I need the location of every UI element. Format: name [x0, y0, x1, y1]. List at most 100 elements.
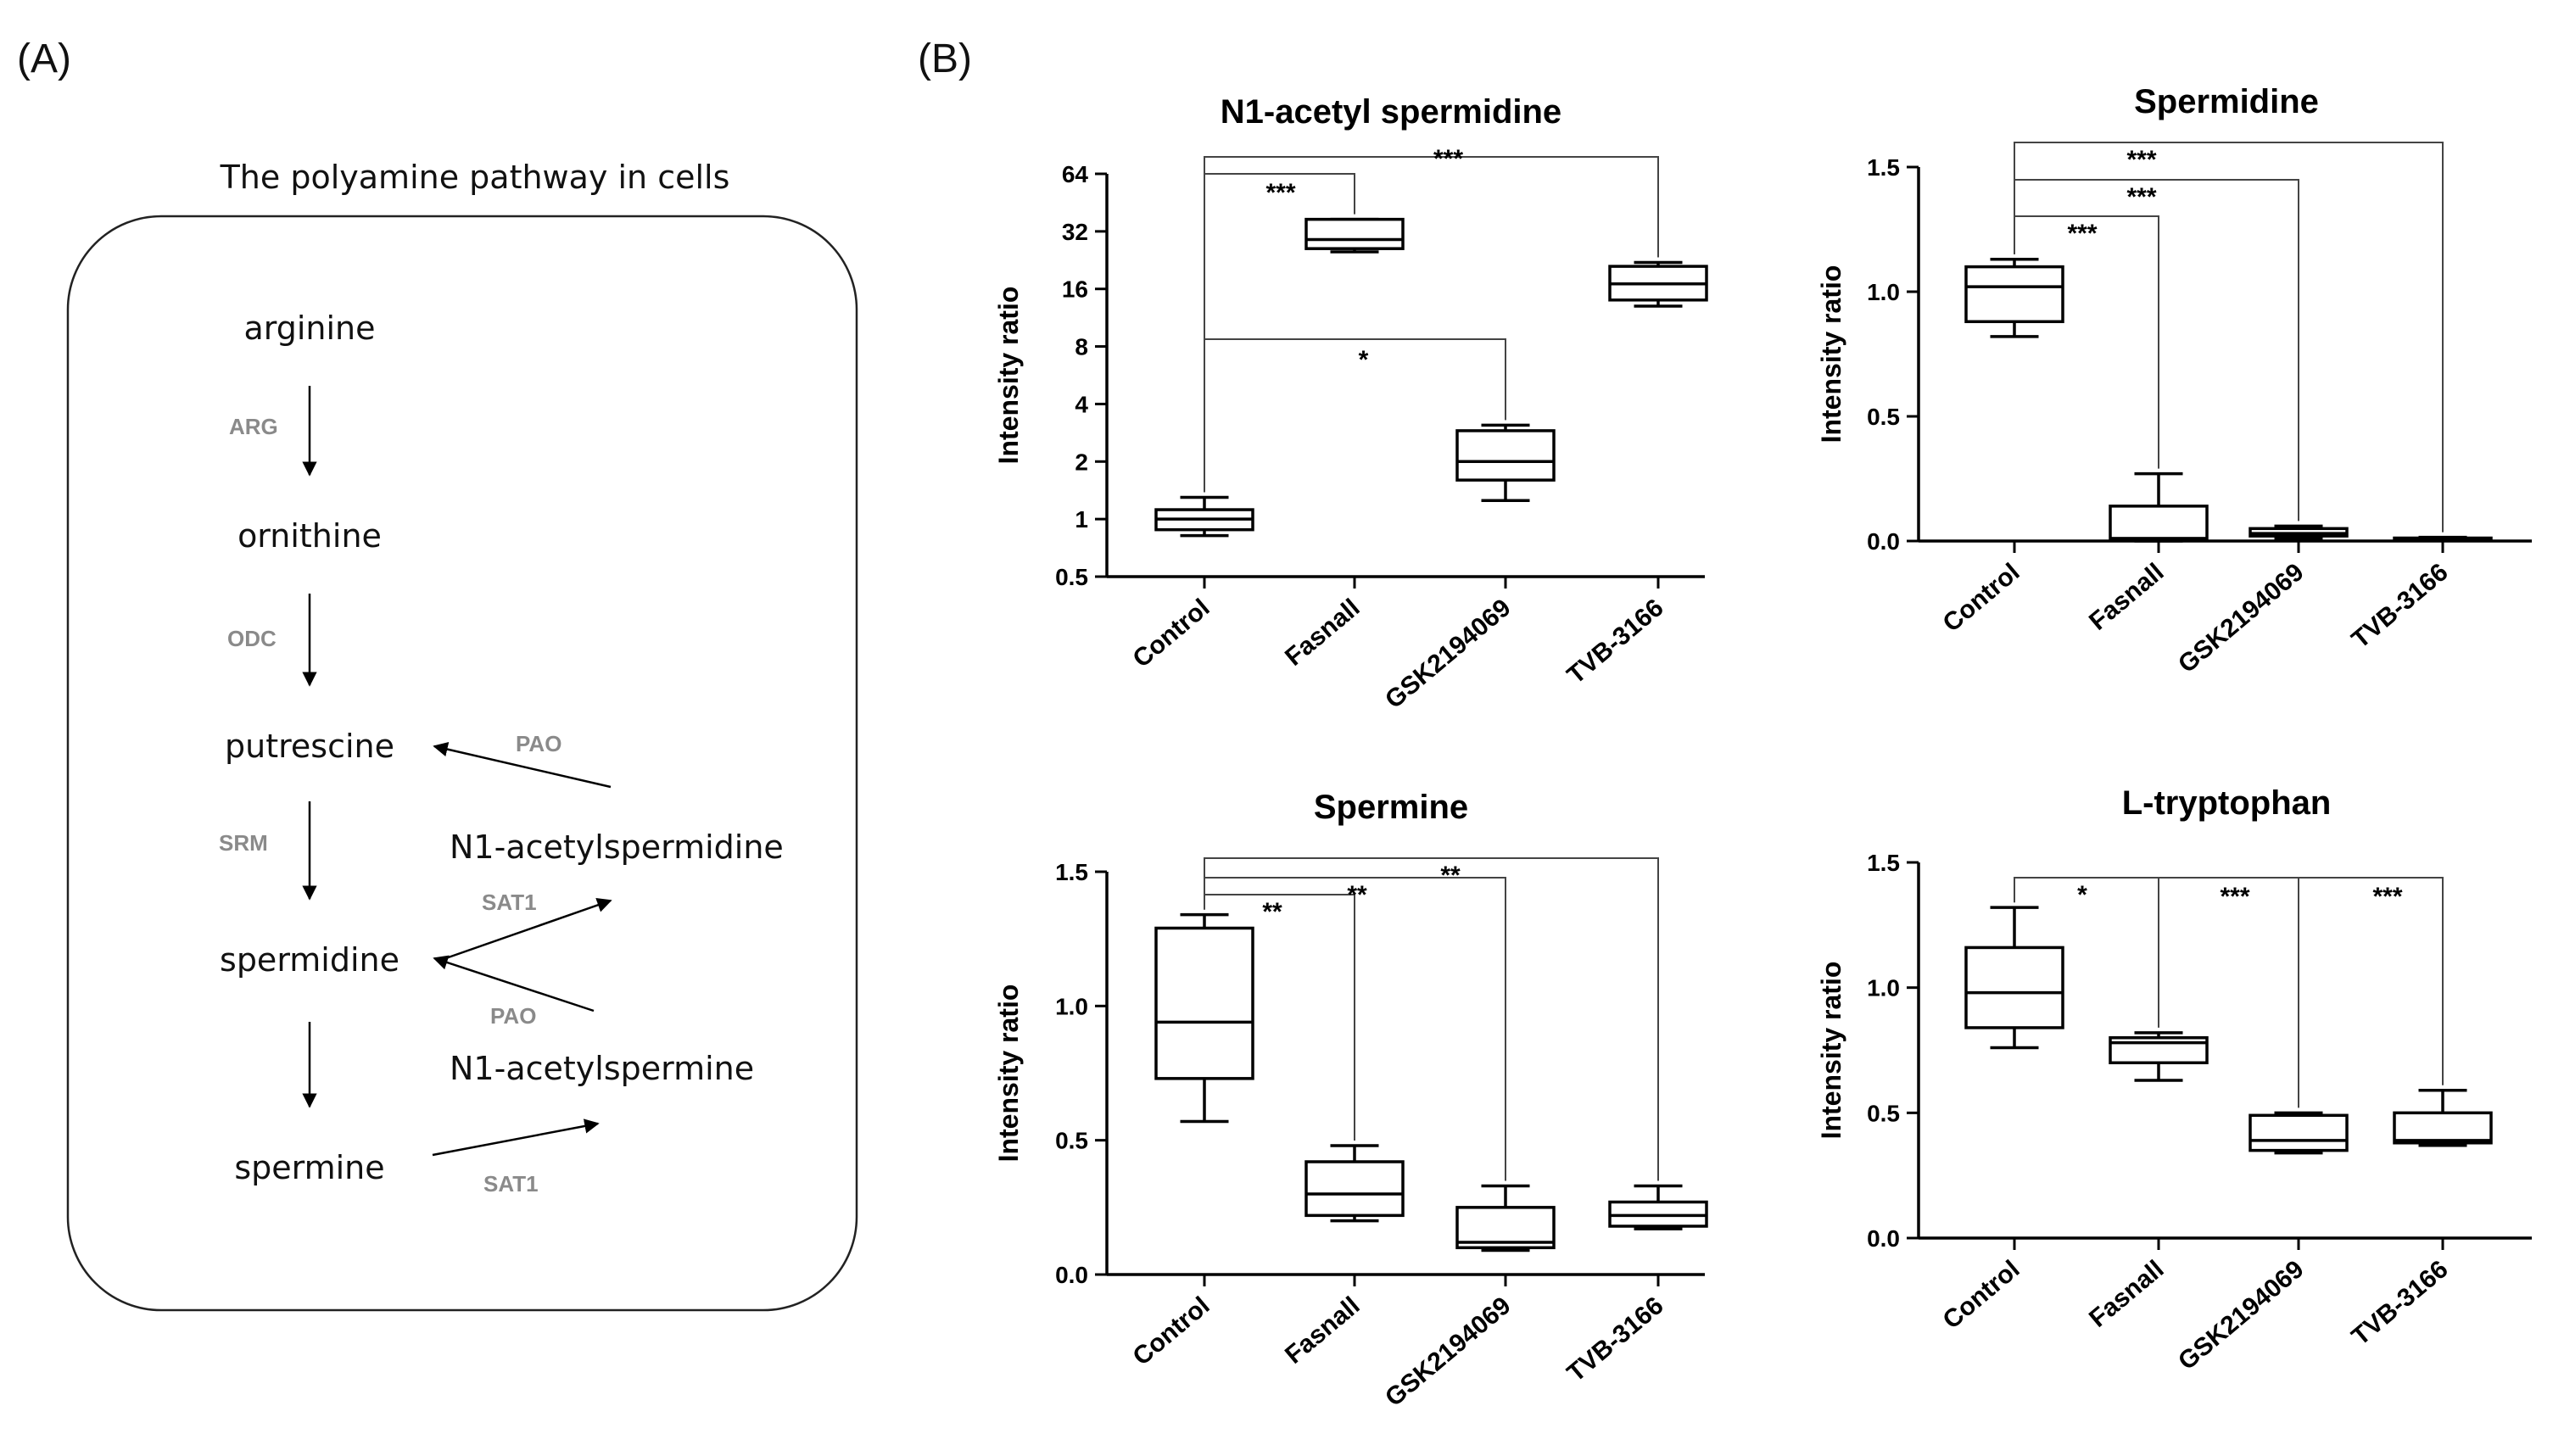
box-tvb-3166: [1608, 260, 1708, 308]
y-tick-label: 0.5: [1867, 404, 1900, 430]
enzyme-srm: SRM: [219, 830, 268, 856]
x-tick-label-control: Control: [1938, 558, 2025, 638]
significance-label: ***: [2126, 183, 2156, 211]
chart-title: Spermine: [1314, 789, 1468, 826]
significance-bracket: [1204, 857, 1659, 1181]
box-fasnall: [1304, 217, 1405, 254]
y-tick-label: 32: [1062, 219, 1088, 245]
x-tick-label-gsk2194069: GSK2194069: [1380, 594, 1516, 714]
box-fasnall: [1304, 1144, 1405, 1223]
y-axis-label: Intensity ratio: [1816, 962, 1846, 1140]
x-tick-label-tvb-3166: TVB-3166: [1562, 1291, 1669, 1387]
chart-spermidine: Spermidine Intensity ratio 0.0 0.5 1.0 1.5 Con…: [1816, 83, 2532, 678]
x-tick-label-control: Control: [1128, 1291, 1215, 1371]
y-tick-label: 2: [1075, 449, 1088, 475]
significance-gsk2194069: *: [1204, 338, 1506, 493]
x-tick-label-fasnall: Fasnall: [1280, 1291, 1365, 1370]
significance-fasnall: ***: [2014, 215, 2159, 469]
x-tick-label-fasnall: Fasnall: [1280, 594, 1365, 672]
x-tick-label-tvb-3166: TVB-3166: [2347, 558, 2454, 654]
node-n1-acetylspermine: N1-acetylspermine: [450, 1050, 754, 1087]
significance-bracket: [2014, 142, 2444, 533]
significance-label: **: [1440, 862, 1461, 890]
y-tick-label: 16: [1062, 276, 1088, 303]
node-putrescine: putrescine: [225, 728, 394, 765]
significance-label: *: [1359, 346, 1369, 374]
box-iqr: [1964, 265, 2064, 324]
box-gsk2194069: [1455, 1184, 1556, 1252]
node-arginine: arginine: [243, 310, 375, 347]
significance-label: ***: [2372, 883, 2402, 911]
y-tick-label: 64: [1062, 161, 1089, 187]
y-tick-label: 0.0: [1055, 1262, 1088, 1288]
node-n1-acetylspermidine: N1-acetylspermidine: [450, 828, 784, 866]
node-ornithine: ornithine: [237, 517, 382, 555]
arrow-pao-to-spermidine: [433, 955, 595, 1013]
chart-title: Spermidine: [2134, 83, 2319, 120]
x-tick-label-tvb-3166: TVB-3166: [2347, 1255, 2454, 1351]
box-iqr: [2109, 505, 2209, 540]
enzyme-sat1-mid: SAT1: [482, 890, 537, 915]
y-tick-label: 1.0: [1867, 279, 1900, 305]
x-tick-label-fasnall: Fasnall: [2084, 558, 2169, 636]
box-fasnall: [2109, 1031, 2209, 1082]
significance-bracket: [1204, 156, 1659, 493]
y-tick-label: 0.0: [1867, 528, 1900, 555]
significance-label: ***: [1433, 145, 1463, 173]
x-tick-label-control: Control: [1938, 1255, 2025, 1335]
panel-a: (A) The polyamine pathway in cells argin…: [17, 36, 858, 1312]
y-tick-label: 4: [1075, 391, 1088, 417]
box-iqr: [2249, 1113, 2349, 1152]
box-iqr: [1304, 1160, 1405, 1218]
arrow-pao-to-putrescine: [433, 742, 612, 789]
y-tick-label: 8: [1075, 334, 1088, 360]
significance-tvb-3166: ***: [2014, 877, 2444, 1085]
enzyme-sat1-bottom: SAT1: [483, 1171, 539, 1197]
y-tick-label: 1.5: [1867, 850, 1900, 876]
box-tvb-3166: [2393, 535, 2493, 542]
box-iqr: [1964, 946, 2064, 1029]
significance-bracket: [2014, 215, 2159, 469]
significance-bracket: [2014, 179, 2299, 522]
significance-label: ***: [2220, 883, 2249, 911]
y-axis-label: Intensity ratio: [993, 287, 1024, 465]
significance-label: ***: [2126, 146, 2156, 174]
chart-n1-acetyl-spermidine: N1-acetyl spermidine Intensity ratio 0.5 1 2…: [993, 93, 1708, 714]
y-tick-label: 1: [1075, 506, 1088, 533]
chart-spermine: Spermine Intensity ratio 0.0 0.5 1.0 1.5 Contr…: [993, 789, 1708, 1412]
cell-boundary: [66, 215, 858, 1312]
chart-title: L-tryptophan: [2122, 784, 2332, 822]
y-tick-label: 0.5: [1055, 1128, 1088, 1154]
box-tvb-3166: [2393, 1089, 2493, 1147]
significance-gsk2194069: ***: [2014, 179, 2299, 522]
significance-tvb-3166: ***: [1204, 145, 1659, 493]
panel-b-label: (B): [918, 36, 972, 81]
node-spermidine: spermidine: [220, 941, 399, 979]
box-gsk2194069: [1455, 423, 1556, 503]
box-iqr: [2393, 1111, 2493, 1145]
x-tick-label-gsk2194069: GSK2194069: [2173, 1255, 2309, 1375]
box-fasnall: [2109, 471, 2209, 543]
box-tvb-3166: [1608, 1184, 1708, 1230]
x-tick-label-gsk2194069: GSK2194069: [2173, 558, 2309, 678]
enzyme-arg: ARG: [229, 414, 278, 439]
box-control: [1154, 912, 1254, 1124]
chart-title: N1-acetyl spermidine: [1221, 93, 1561, 131]
panel-b: (B) N1-acetyl spermidine Intensity ratio 0…: [918, 36, 2532, 1412]
y-tick-label: 0.0: [1867, 1225, 1900, 1252]
pathway-title: The polyamine pathway in cells: [220, 159, 730, 196]
significance-label: *: [2077, 881, 2087, 909]
y-tick-label: 0.5: [1055, 564, 1088, 590]
enzyme-pao-top: PAO: [516, 731, 561, 756]
y-tick-label: 1.0: [1055, 993, 1088, 1019]
significance-label: ***: [2067, 220, 2097, 248]
box-control: [1964, 258, 2064, 338]
significance-bracket: [2014, 877, 2444, 1085]
node-spermine: spermine: [234, 1149, 384, 1186]
enzyme-pao-mid: PAO: [490, 1003, 536, 1029]
y-axis-label: Intensity ratio: [1816, 265, 1846, 443]
enzyme-odc: ODC: [227, 626, 277, 651]
arrow-sat1-to-n1-acetylspermidine: [440, 897, 612, 962]
x-tick-label-control: Control: [1128, 594, 1215, 673]
